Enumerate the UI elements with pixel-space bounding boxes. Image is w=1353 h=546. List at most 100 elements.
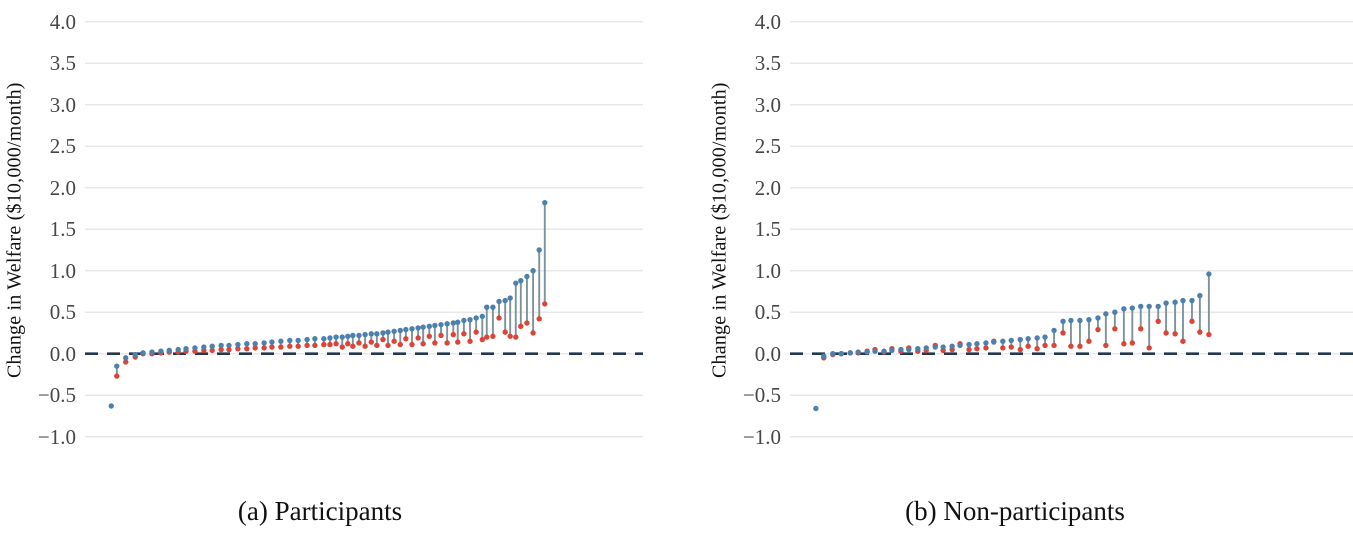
upper-dot [123, 355, 129, 361]
lower-dot [496, 315, 502, 321]
upper-dot [1129, 305, 1136, 311]
lower-dot [1060, 330, 1066, 336]
upper-dot [415, 325, 421, 331]
lower-dot [269, 344, 275, 350]
y-tick-label: 0.0 [49, 341, 76, 366]
upper-dot [321, 336, 327, 342]
upper-dot [175, 346, 181, 353]
upper-dot [278, 338, 284, 344]
upper-dot [114, 363, 120, 369]
y-tick-label: 3.5 [49, 51, 76, 76]
lower-dot [1163, 330, 1169, 336]
upper-dot [218, 342, 224, 349]
lower-dot [333, 341, 339, 347]
lower-dot [327, 341, 333, 348]
lower-dot [518, 323, 524, 330]
lower-dot [490, 333, 496, 339]
lower-dot [507, 333, 513, 339]
lower-dot [278, 344, 284, 350]
y-tick-label: 3.5 [754, 51, 781, 76]
y-tick-label: −0.5 [37, 383, 76, 408]
lower-dot [1172, 331, 1178, 337]
lower-dot [304, 342, 310, 349]
upper-dot [1034, 335, 1040, 341]
upper-dot [974, 341, 980, 347]
lower-dot [287, 343, 293, 349]
y-tick-label: 3.0 [49, 92, 76, 117]
lower-dot [1034, 346, 1040, 352]
lower-dot [114, 373, 120, 379]
lower-dot [444, 340, 450, 346]
upper-dot [304, 336, 310, 343]
lower-dot [209, 347, 215, 354]
y-tick-label: 1.0 [754, 258, 781, 283]
lower-dot [321, 341, 327, 348]
upper-dot [898, 346, 904, 353]
upper-dot [542, 199, 548, 206]
upper-dot [339, 334, 345, 340]
upper-dot [235, 341, 241, 348]
lower-dot [1095, 326, 1101, 333]
lower-dot [484, 334, 490, 340]
caption-non-participants: (b) Non-participants [905, 496, 1125, 526]
upper-dot [312, 336, 318, 342]
y-tick-label: 2.0 [49, 175, 76, 200]
upper-dot [149, 349, 155, 355]
upper-dot [1155, 303, 1161, 310]
lower-dot [438, 332, 444, 339]
upper-dot [983, 340, 989, 346]
lower-dot [473, 329, 479, 335]
upper-dot [957, 342, 963, 349]
upper-dot [855, 349, 861, 355]
upper-dot [906, 346, 912, 353]
lower-dot [1025, 343, 1031, 349]
lower-dot [403, 336, 409, 342]
panel-non-participants: Change in Welfare ($10,000/month) 4.0 3.5… [677, 0, 1353, 546]
upper-dot [420, 324, 426, 330]
lower-dot [362, 343, 368, 349]
upper-dot [821, 353, 827, 359]
upper-dot [368, 331, 374, 337]
lower-dot [455, 339, 461, 345]
lower-dot [409, 341, 415, 348]
y-tick-label: 1.5 [754, 217, 781, 242]
upper-dot [269, 339, 275, 345]
upper-dot [356, 332, 362, 339]
lower-dot [380, 336, 386, 343]
upper-dot [838, 351, 844, 357]
upper-dot [1095, 315, 1101, 321]
upper-dot [830, 351, 836, 357]
lower-dot [1008, 344, 1014, 350]
lower-dot [385, 342, 391, 349]
upper-dot [244, 341, 250, 347]
lower-dot [368, 339, 374, 345]
plot-area-non-participants [790, 20, 1353, 438]
lower-dot [226, 346, 232, 353]
upper-dot [1180, 297, 1186, 304]
lower-dot [1206, 331, 1212, 338]
lower-dot [244, 346, 250, 352]
upper-dot [1172, 299, 1178, 305]
lower-dot [235, 346, 241, 352]
upper-dot [1042, 334, 1048, 340]
y-tick-label: −1.0 [37, 424, 76, 449]
lower-dot [356, 340, 362, 346]
upper-dot [507, 295, 513, 301]
upper-dot [455, 319, 461, 325]
upper-dot [209, 343, 215, 349]
upper-dot [385, 329, 391, 335]
lower-dot [426, 333, 432, 339]
upper-dot [397, 327, 403, 334]
upper-dot [530, 268, 536, 274]
y-tick-label: 2.5 [49, 134, 76, 159]
lower-dot [432, 340, 438, 346]
upper-dot [847, 350, 853, 356]
upper-dot [991, 339, 997, 345]
upper-dot [502, 297, 508, 304]
lower-dot [1103, 342, 1109, 349]
lower-dot [252, 345, 258, 351]
lower-dot [542, 301, 548, 307]
upper-dot [889, 347, 895, 354]
upper-dot [362, 331, 368, 338]
upper-dot [132, 351, 138, 358]
